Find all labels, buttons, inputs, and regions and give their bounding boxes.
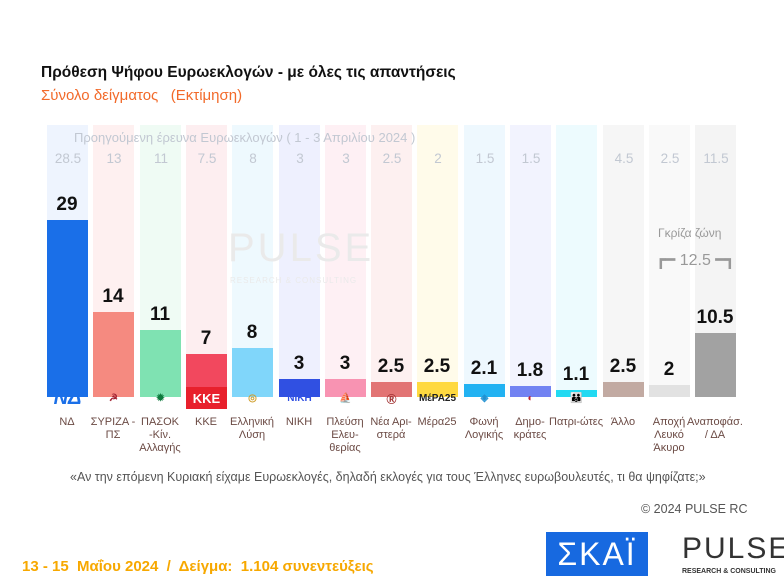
- previous-value-label: 1.5: [521, 151, 541, 166]
- grey-zone-label: Γκρίζα ζώνη: [658, 226, 722, 240]
- bar: [47, 220, 88, 397]
- bar: [510, 386, 551, 397]
- category-label: ΠΑΣΟΚ -Κίν. Αλλαγής: [139, 416, 181, 454]
- party-logo-icon: ΜέΡΑ25: [418, 392, 457, 404]
- party-logo-icon: ΝΙΚΗ: [287, 392, 312, 404]
- chart-title: Πρόθεση Ψήφου Ευρωεκλογών - με όλες τις …: [41, 64, 456, 81]
- previous-value-label: 2.5: [382, 151, 402, 166]
- category-label: Πατρι-ώτες: [549, 416, 603, 428]
- value-label: 2.1: [470, 358, 498, 380]
- party-logo-icon: ◈: [480, 392, 489, 404]
- value-label: 2.5: [377, 355, 405, 377]
- previous-value-label: 4.5: [614, 151, 634, 166]
- bar: [371, 381, 412, 397]
- category-label: Άλλο: [610, 416, 636, 428]
- party-logo-icon: ✹: [156, 392, 165, 404]
- watermark-tag: RESEARCH & CONSULTING: [230, 276, 358, 285]
- category-label: Δημο-κράτες: [513, 416, 547, 441]
- bar: [140, 329, 181, 397]
- background-band: [325, 125, 366, 397]
- previous-survey-label: Προηγούμενη έρευνα Ευρωεκλογών ( 1 - 3 Α…: [74, 130, 416, 145]
- grey-zone-value: ┏━ 12.5 ━┓: [656, 252, 735, 269]
- party-logo-icon: ΚΚΕ: [186, 387, 227, 409]
- value-label: 1.8: [516, 360, 544, 381]
- previous-value-label: 7.5: [197, 151, 217, 166]
- bar: [279, 378, 320, 397]
- value-label: 2.5: [609, 355, 637, 377]
- party-logo-icon: ◎: [248, 392, 257, 404]
- survey-question: «Αν την επόμενη Κυριακή είχαμε Ευρωεκλογ…: [70, 470, 706, 484]
- copyright: © 2024 PULSE RC: [641, 502, 748, 516]
- party-logo-icon: ◐: [527, 392, 534, 404]
- category-label: Αναποφάσ. / ΔΑ: [687, 416, 743, 441]
- bar: [695, 332, 736, 397]
- value-label: 10.5: [696, 306, 734, 328]
- category-label: Αποχή Λευκό Άκυρο: [652, 416, 686, 454]
- value-label: 2.5: [423, 355, 451, 377]
- bar: [464, 384, 505, 397]
- background-band: [649, 125, 690, 397]
- value-label: 1.1: [562, 364, 590, 386]
- bar: [93, 311, 134, 397]
- skai-logo: ΣΚΑΪ: [546, 532, 648, 576]
- bar: [325, 378, 366, 397]
- previous-value-label: 28.5: [54, 151, 82, 166]
- value-label: 3: [339, 352, 351, 374]
- background-band: [510, 125, 551, 397]
- pulse-logo-tag: RESEARCH & CONSULTING: [682, 568, 776, 575]
- background-band: [417, 125, 458, 397]
- previous-value-label: 13: [106, 151, 122, 166]
- category-label: ΝΔ: [59, 416, 75, 428]
- category-label: ΝΙΚΗ: [285, 416, 313, 428]
- pulse-logo: PULSE: [682, 532, 784, 565]
- category-label: ΣΥΡΙΖΑ - ΠΣ: [90, 416, 136, 441]
- previous-value-label: 2.5: [660, 151, 680, 166]
- previous-value-label: 3: [296, 151, 304, 166]
- previous-value-label: 2: [434, 151, 442, 166]
- chart-subtitle: Σύνολο δείγματος (Εκτίμηση): [41, 87, 243, 104]
- bar: [649, 384, 690, 397]
- background-band: [279, 125, 320, 397]
- bar: [556, 390, 597, 397]
- background-band: [464, 125, 505, 397]
- category-label: Ελληνική Λύση: [229, 416, 275, 441]
- value-label: 11: [149, 303, 171, 325]
- background-band: [556, 125, 597, 397]
- value-label: 7: [200, 328, 212, 350]
- background-band: [603, 125, 644, 397]
- bar: [603, 381, 644, 397]
- category-label: Φωνή Λογικής: [464, 416, 504, 441]
- category-label: Μέρα25: [417, 416, 457, 428]
- grey-zone-number: 12.5: [679, 252, 711, 269]
- footer-date-sample: 13 - 15 Μαΐου 2024 / Δείγμα: 1.104 συνεν…: [22, 558, 374, 575]
- background-band: [371, 125, 412, 397]
- bar: [417, 381, 458, 397]
- category-label: Πλεύση Ελευ-θερίας: [326, 416, 364, 454]
- party-logo-icon: ΝΔ: [53, 386, 82, 409]
- previous-value-label: 1.5: [475, 151, 495, 166]
- watermark-logo: PULSE: [228, 226, 375, 270]
- value-label: 8: [246, 322, 258, 344]
- value-label: 2: [663, 358, 675, 380]
- previous-value-label: 3: [342, 151, 350, 166]
- party-logo-icon: ⛵: [339, 392, 352, 404]
- value-label: 29: [56, 194, 78, 215]
- party-logo-icon: 👪: [570, 392, 583, 404]
- category-label: Νέα Αρι-στερά: [370, 416, 412, 441]
- background-band: [186, 125, 227, 397]
- bar: [232, 348, 273, 397]
- value-label: 14: [102, 285, 124, 307]
- previous-value-label: 11: [153, 151, 168, 166]
- party-logo-icon: Ⓡ: [386, 394, 397, 406]
- previous-value-label: 11.5: [703, 151, 729, 166]
- party-logo-icon: ☭: [109, 392, 118, 404]
- category-label: ΚΚΕ: [194, 416, 217, 428]
- previous-value-label: 8: [249, 151, 257, 166]
- value-label: 3: [293, 352, 305, 374]
